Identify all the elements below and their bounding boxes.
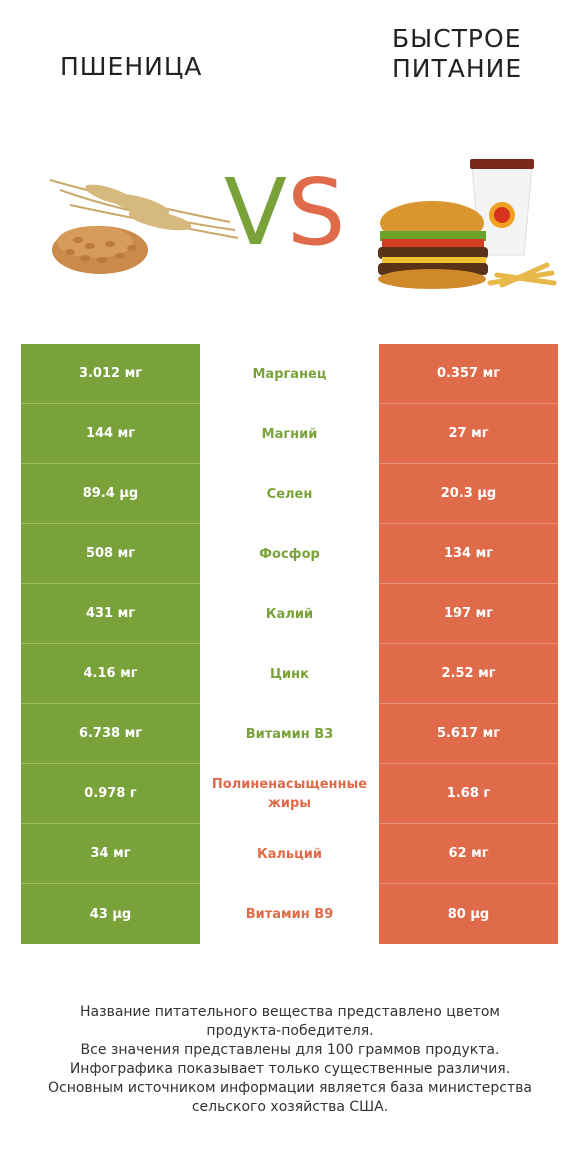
right-value: 80 µg bbox=[379, 884, 558, 944]
right-value: 134 мг bbox=[379, 524, 558, 584]
right-value: 1.68 г bbox=[379, 764, 558, 824]
footer-line-5: Основным источником информации является … bbox=[48, 1080, 532, 1096]
footer-line-4: Инфографика показывает только существенн… bbox=[69, 1061, 511, 1077]
right-title-line-1: БЫСТРОЕ bbox=[392, 24, 522, 53]
table-row: 6.738 мг Витамин B3 5.617 мг bbox=[21, 704, 558, 764]
nutrient-name: Цинк bbox=[200, 644, 379, 704]
nutrient-name: Полиненасыщенные жиры bbox=[200, 764, 379, 824]
fast-food-illustration bbox=[378, 159, 557, 289]
left-value: 144 мг bbox=[21, 404, 200, 464]
comparison-table: 3.012 мг Марганец 0.357 мг 144 мг Магний 27 м… bbox=[21, 344, 558, 944]
left-value: 4.16 мг bbox=[21, 644, 200, 704]
table-row: 89.4 µg Селен 20.3 µg bbox=[21, 464, 558, 524]
nutrient-name: Фосфор bbox=[200, 524, 379, 584]
nutrient-name: Витамин B9 bbox=[200, 884, 379, 944]
right-value: 2.52 мг bbox=[379, 644, 558, 704]
right-value: 5.617 мг bbox=[379, 704, 558, 764]
footer-line-1: Название питательного вещества представл… bbox=[80, 1004, 500, 1020]
right-value: 27 мг bbox=[379, 404, 558, 464]
table-row: 144 мг Магний 27 мг bbox=[21, 404, 558, 464]
table-row: 34 мг Кальций 62 мг bbox=[21, 824, 558, 884]
right-value: 197 мг bbox=[379, 584, 558, 644]
footer-line-3: Все значения представлены для 100 граммо… bbox=[80, 1042, 500, 1058]
nutrient-name: Калий bbox=[200, 584, 379, 644]
table-row: 43 µg Витамин B9 80 µg bbox=[21, 884, 558, 944]
table-row: 431 мг Калий 197 мг bbox=[21, 584, 558, 644]
left-value: 3.012 мг bbox=[21, 344, 200, 404]
footer-line-2: продукта-победителя. bbox=[206, 1023, 374, 1039]
left-value: 0.978 г bbox=[21, 764, 200, 824]
vs-s: S bbox=[286, 159, 346, 266]
nutrient-name: Кальций bbox=[200, 824, 379, 884]
left-value: 6.738 мг bbox=[21, 704, 200, 764]
table-row: 0.978 г Полиненасыщенные жиры 1.68 г bbox=[21, 764, 558, 824]
table-row: 508 мг Фосфор 134 мг bbox=[21, 524, 558, 584]
right-value: 20.3 µg bbox=[379, 464, 558, 524]
vs-v: V bbox=[224, 159, 287, 266]
left-value: 43 µg bbox=[21, 884, 200, 944]
left-value: 508 мг bbox=[21, 524, 200, 584]
table-row: 4.16 мг Цинк 2.52 мг bbox=[21, 644, 558, 704]
right-product-title: БЫСТРОЕ ПИТАНИЕ bbox=[392, 24, 522, 84]
nutrient-name: Магний bbox=[200, 404, 379, 464]
right-value: 0.357 мг bbox=[379, 344, 558, 404]
left-product-title: ПШЕНИЦА bbox=[60, 52, 203, 81]
nutrient-name: Витамин B3 bbox=[200, 704, 379, 764]
footer-note: Название питательного вещества представл… bbox=[20, 1003, 560, 1117]
right-value: 62 мг bbox=[379, 824, 558, 884]
nutrient-name: Селен bbox=[200, 464, 379, 524]
nutrient-name: Марганец bbox=[200, 344, 379, 404]
left-value: 89.4 µg bbox=[21, 464, 200, 524]
footer-line-6: сельского хозяйства США. bbox=[191, 1099, 389, 1115]
left-value: 34 мг bbox=[21, 824, 200, 884]
table-row: 3.012 мг Марганец 0.357 мг bbox=[21, 344, 558, 404]
left-value: 431 мг bbox=[21, 584, 200, 644]
right-title-line-2: ПИТАНИЕ bbox=[392, 54, 523, 83]
wheat-illustration bbox=[49, 179, 239, 274]
vs-label: VS bbox=[224, 158, 345, 268]
